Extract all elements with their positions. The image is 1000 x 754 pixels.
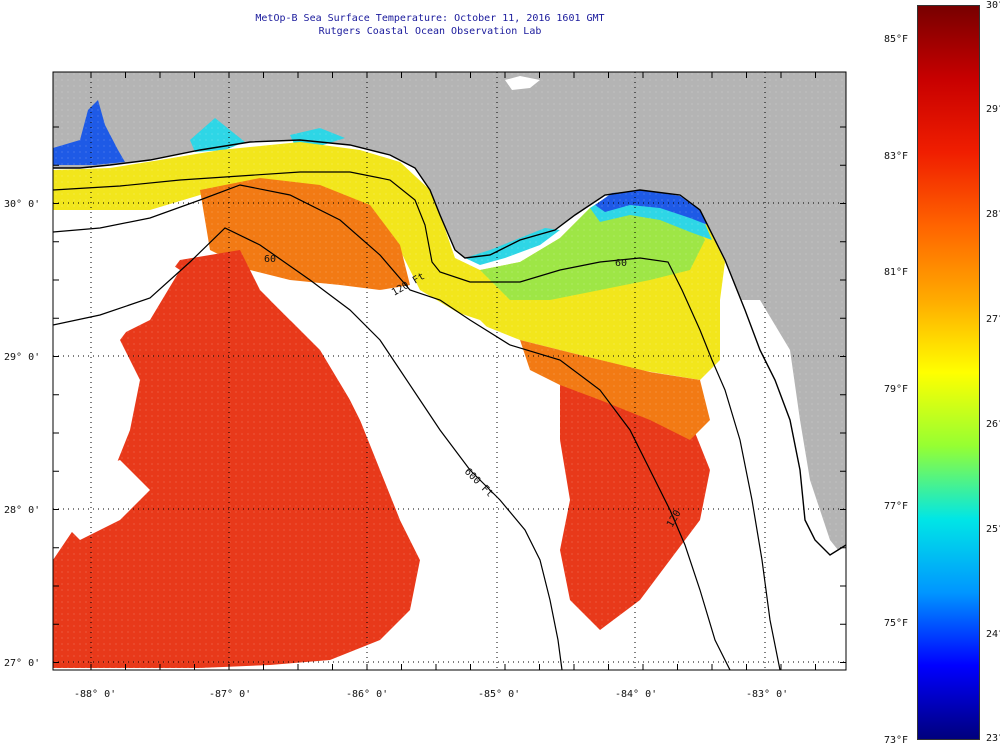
map-subtitle: Rutgers Coastal Ocean Observation Lab: [318, 26, 542, 37]
lat-label: 29° 0': [4, 352, 40, 363]
lon-label: -87° 0': [209, 689, 251, 700]
map-frame: [52, 71, 847, 671]
fahrenheit-label: 83°F: [884, 151, 909, 162]
latitude-axis: 30° 0' 29° 0' 28° 0' 27° 0': [4, 199, 40, 669]
coastline: [53, 139, 846, 556]
contour-600ft: [53, 227, 563, 670]
fahrenheit-label: 81°F: [884, 267, 909, 278]
lon-label: -84° 0': [615, 689, 657, 700]
colorbar-bottom-label-f: 73°F: [884, 735, 909, 746]
fahrenheit-label: 85°F: [884, 34, 909, 45]
contour-label-60: 60: [264, 254, 276, 265]
contour-60ft: [53, 171, 781, 670]
colorbar: [917, 5, 980, 740]
axis-ticks: [53, 72, 846, 670]
contour-120ft: [53, 184, 731, 670]
lat-label: 27° 0': [4, 658, 40, 669]
lon-label: -88° 0': [74, 689, 116, 700]
celsius-label: 28°C: [986, 209, 1000, 220]
colorbar-bottom-label-c: 23°C: [986, 733, 1000, 744]
lat-label: 30° 0': [4, 199, 40, 210]
grid: [53, 72, 846, 670]
colorbar-top-label: 30°C: [986, 0, 1000, 11]
celsius-label: 27°C: [986, 314, 1000, 325]
lat-label: 28° 0': [4, 505, 40, 516]
celsius-label: 26°C: [986, 419, 1000, 430]
longitude-axis: -88° 0' -87° 0' -86° 0' -85° 0' -84° 0' …: [74, 689, 788, 700]
fahrenheit-label: 79°F: [884, 384, 909, 395]
lon-label: -83° 0': [746, 689, 788, 700]
fahrenheit-label: 75°F: [884, 618, 909, 629]
land-fragment: [505, 76, 540, 90]
celsius-label: 24°C: [986, 629, 1000, 640]
lon-label: -85° 0': [478, 689, 520, 700]
lon-label: -86° 0': [346, 689, 388, 700]
fahrenheit-label: 77°F: [884, 501, 909, 512]
celsius-label: 29°C: [986, 104, 1000, 115]
celsius-label: 25°C: [986, 524, 1000, 535]
map-title: MetOp-B Sea Surface Temperature: October…: [255, 13, 605, 24]
contour-label-60-east: 60: [615, 258, 627, 269]
